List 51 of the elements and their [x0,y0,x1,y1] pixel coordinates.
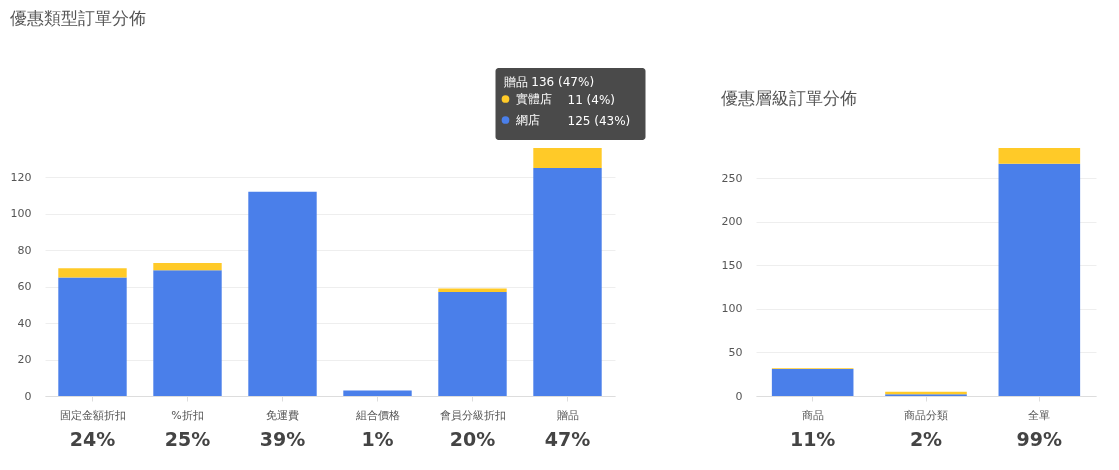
legend-label: 網店 [514,113,540,127]
text: 20% [449,428,496,450]
text: 2% [909,428,943,450]
x-tick-label: 組合價格 [354,408,400,422]
y-tick-label: 250 [721,171,743,185]
bar [533,148,602,169]
bar [343,390,412,396]
y-tick-label: 20 [17,353,32,367]
bar [58,277,127,396]
text: 1% [361,428,394,450]
bar [998,163,1081,396]
legend-label: 實體店 [515,92,552,106]
y-tick-label: 120 [10,170,32,184]
text: 99% [1016,428,1063,450]
text: 39% [259,428,306,450]
x-tick-label: 贈品 [556,408,579,422]
text: 11 (4%) [567,93,615,107]
x-tick-label: 免運費 [266,408,299,422]
y-tick-label: 60 [17,280,32,294]
bar [438,288,507,293]
chart-title: 優惠層級訂單分佈 [721,88,857,108]
text: 贈品 136 (47%) [503,75,595,89]
x-tick-label: 固定金額折扣 [59,408,126,422]
text: 25% [164,428,211,450]
bar [153,262,222,271]
y-tick-label: 0 [735,389,743,403]
y-tick-label: 100 [721,302,743,316]
x-tick-label: 商品 [801,408,824,422]
x-tick-label: 全單 [1028,408,1051,422]
y-tick-label: 100 [10,207,32,221]
bar [248,191,317,396]
bar [58,268,127,278]
text: 24% [69,428,116,450]
bar [771,369,854,396]
bar [153,270,222,396]
x-tick-label: 商品分類 [904,408,948,422]
bar [998,148,1081,164]
y-tick-label: 200 [721,215,743,229]
y-tick-label: 0 [24,389,32,403]
y-tick-label: 150 [721,258,743,272]
y-tick-label: 40 [17,316,32,330]
y-tick-label: 50 [728,345,743,359]
chart-title: 優惠類型訂單分佈 [10,8,146,28]
text: 125 (43%) [567,114,631,128]
text: 47% [544,428,591,450]
x-tick-label: 會員分級折扣 [439,408,506,422]
bar [533,168,602,396]
text: 11% [789,428,836,450]
bar [438,292,507,396]
y-tick-label: 80 [17,243,32,257]
x-tick-label: %折扣 [171,408,204,422]
